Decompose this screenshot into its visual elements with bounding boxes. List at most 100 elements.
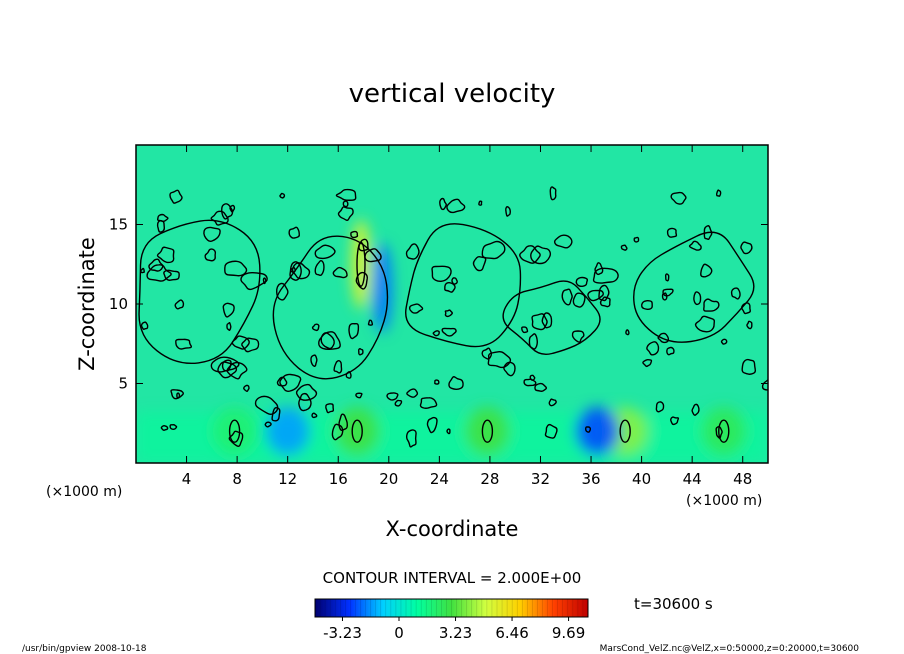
contour-line <box>148 258 164 272</box>
contour-line <box>694 315 716 333</box>
contour-line <box>619 419 631 443</box>
contour-line <box>345 371 352 379</box>
contour-line <box>271 406 281 422</box>
x-tick-label: 44 <box>683 470 702 488</box>
contour-line <box>405 429 417 448</box>
contour-line <box>406 388 419 398</box>
contour-line <box>320 332 335 350</box>
contour-line <box>408 303 424 314</box>
contour-line <box>561 288 573 306</box>
contour-line <box>348 322 360 340</box>
contour-line <box>531 313 548 331</box>
x-unit-left: (×1000 m) <box>46 484 122 500</box>
contour-line <box>291 262 311 280</box>
contour-line <box>746 320 753 330</box>
contour-line <box>446 428 451 435</box>
updraft-region <box>465 407 510 456</box>
contour-line <box>666 227 678 238</box>
contour-line <box>138 219 261 365</box>
contour-line <box>139 267 145 274</box>
contour-line <box>448 376 464 391</box>
time-label: t=30600 s <box>634 595 713 613</box>
velocity-features <box>136 219 768 463</box>
contour-line <box>224 260 248 277</box>
contour-line <box>279 192 286 199</box>
contour-line <box>295 383 318 401</box>
x-tick-label: 4 <box>182 470 192 488</box>
contour-interval-label: CONTOUR INTERVAL = 2.000E+00 <box>323 569 582 587</box>
contour-line <box>505 206 511 217</box>
y-tick-label: 5 <box>118 375 128 393</box>
contour-line <box>584 426 592 433</box>
contour-line <box>730 287 741 300</box>
contour-line <box>203 226 221 242</box>
contour-line <box>481 347 493 360</box>
contour-line <box>204 248 217 262</box>
contour-line <box>386 392 399 401</box>
contour-line <box>641 299 653 311</box>
contour-line <box>599 296 611 308</box>
contour-line <box>528 333 538 350</box>
x-tick-label: 24 <box>430 470 449 488</box>
contour-line <box>571 330 585 343</box>
contour-line <box>272 235 389 380</box>
contour-line <box>720 338 728 345</box>
y-axis-title: Z-coordinate <box>75 237 99 371</box>
contour-line <box>434 379 440 385</box>
colorbar-fill <box>315 599 588 617</box>
contour-line <box>175 338 193 350</box>
contour-line <box>534 382 548 392</box>
footer-left: /usr/bin/gpview 2008-10-18 <box>22 644 147 654</box>
colorbar-frame <box>314 598 589 618</box>
contour-line <box>544 423 558 439</box>
contour-line <box>335 188 357 201</box>
x-tick-label: 36 <box>581 470 600 488</box>
contour-line <box>169 423 178 431</box>
contour-line <box>700 263 713 278</box>
contour-line <box>655 401 665 413</box>
contour-line <box>275 282 289 301</box>
contour-line <box>228 419 241 443</box>
contour-line <box>620 244 628 251</box>
contour-line <box>262 277 267 285</box>
x-axis: 4 8 12 16 20 24 28 32 36 40 44 48 <box>182 145 752 488</box>
x-tick-label: 48 <box>733 470 752 488</box>
contour-line <box>549 186 557 201</box>
contour-line <box>350 230 359 239</box>
contour-line <box>355 271 368 290</box>
contour-line <box>472 256 487 272</box>
contour-line <box>503 361 516 377</box>
contour-line <box>156 246 175 264</box>
colorbar-ticks: -3.23 0 3.23 6.46 9.69 <box>323 617 585 642</box>
downdraft-region <box>265 407 310 456</box>
contour-line <box>703 225 713 240</box>
contour-line <box>318 331 341 351</box>
contour-line <box>169 189 183 204</box>
contour-line <box>222 302 235 318</box>
contour-line <box>210 210 229 226</box>
chart-title: vertical velocity <box>349 79 556 109</box>
contour-line <box>521 326 529 334</box>
contour-line <box>519 245 541 264</box>
x-tick-label: 40 <box>632 470 651 488</box>
contour-line <box>325 403 335 414</box>
x-tick-label: 8 <box>232 470 242 488</box>
contour-line <box>276 376 288 387</box>
x-tick-label: 12 <box>278 470 297 488</box>
contour-line <box>243 384 250 393</box>
contour-line <box>228 430 244 448</box>
contour-line <box>288 226 301 239</box>
contour-line <box>740 241 753 255</box>
updraft-region <box>701 407 746 456</box>
x-tick-label: 28 <box>480 470 499 488</box>
contour-line <box>333 360 343 374</box>
contour-line <box>405 223 522 348</box>
contour-line <box>356 241 366 287</box>
contour-line <box>439 197 447 211</box>
contour-line <box>426 416 438 434</box>
contour-line <box>553 234 573 249</box>
contour-line <box>394 399 403 407</box>
colorbar-tick-label: -3.23 <box>323 624 362 642</box>
contour-line <box>657 332 670 344</box>
contour-line <box>633 231 755 343</box>
